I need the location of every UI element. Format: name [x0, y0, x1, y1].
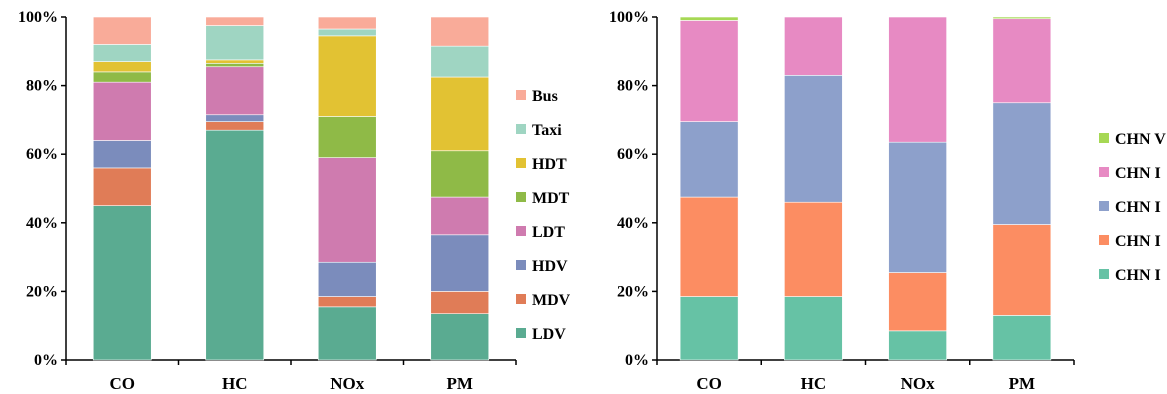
- bar-segment-pm-2: [992, 102, 1052, 225]
- legend-label: CHN I: [1115, 165, 1161, 182]
- bar-segment-co-2: [92, 140, 152, 169]
- bar-segment-co-3: [92, 81, 152, 141]
- bar-segment-nox-3: [317, 157, 377, 263]
- legend-swatch: [516, 294, 526, 304]
- bar-segment-pm-0: [430, 313, 490, 361]
- bar-segment-hc-5: [205, 59, 265, 64]
- legend-label: HDV: [532, 258, 568, 275]
- bar-segment-hc-2: [784, 75, 843, 203]
- legend-swatch: [1099, 201, 1109, 211]
- legend-label: CHN I: [1115, 199, 1161, 216]
- legend-swatch: [516, 192, 526, 202]
- y-tick-label: 0%: [34, 352, 58, 369]
- x-category-label: CO: [696, 374, 722, 393]
- y-tick-label: 20%: [26, 283, 58, 300]
- bar-segment-pm-3: [430, 196, 490, 236]
- bar-segment-nox-6: [317, 28, 377, 37]
- bar-segment-co-6: [92, 44, 152, 62]
- bar-segment-hc-1: [205, 121, 265, 131]
- bar-segment-co-1: [679, 196, 739, 297]
- bar-segment-nox-2: [317, 261, 377, 297]
- y-tick-label: 40%: [617, 215, 649, 232]
- legend-label: CHN I: [1115, 267, 1161, 284]
- y-tick-label: 80%: [26, 78, 58, 95]
- legend-label: CHN I: [1115, 233, 1161, 250]
- legend-swatch: [516, 328, 526, 338]
- bar-segment-nox-0: [888, 330, 947, 361]
- bar-segment-nox-5: [317, 35, 377, 117]
- legend-swatch: [516, 226, 526, 236]
- legend-swatch: [1099, 269, 1109, 279]
- legend-label: HDT: [532, 156, 567, 173]
- legend-swatch: [1099, 133, 1109, 143]
- bar-segment-hc-4: [205, 63, 265, 68]
- bar-segment-co-5: [92, 61, 152, 73]
- legend-swatch: [516, 124, 526, 134]
- legend-swatch: [516, 260, 526, 270]
- bar-segment-nox-1: [888, 272, 947, 332]
- legend-swatch: [1099, 235, 1109, 245]
- legend-swatch: [516, 90, 526, 100]
- bar-segment-pm-3: [992, 18, 1052, 104]
- bar-segment-hc-1: [784, 201, 843, 297]
- bar-segment-nox-1: [317, 296, 377, 308]
- x-category-label: HC: [801, 374, 827, 393]
- x-category-label: CO: [110, 374, 136, 393]
- bar-segment-pm-4: [992, 16, 1052, 20]
- bar-segment-nox-3: [888, 16, 947, 143]
- x-category-label: PM: [447, 374, 473, 393]
- bar-segment-pm-1: [430, 291, 490, 314]
- bar-segment-co-4: [679, 16, 739, 21]
- legend-label: MDV: [532, 292, 571, 309]
- bar-segment-co-1: [92, 167, 152, 206]
- bar-segment-nox-4: [317, 116, 377, 158]
- bar-segment-co-4: [92, 71, 152, 83]
- x-category-label: NOx: [330, 374, 365, 393]
- bar-segment-co-0: [92, 205, 152, 361]
- bar-segment-hc-3: [784, 16, 843, 76]
- bar-segment-pm-7: [430, 16, 490, 47]
- bar-segment-nox-7: [317, 16, 377, 30]
- x-category-label: HC: [222, 374, 248, 393]
- bar-segment-co-3: [679, 20, 739, 122]
- y-tick-label: 0%: [625, 352, 649, 369]
- y-tick-label: 40%: [26, 215, 58, 232]
- x-category-label: PM: [1009, 374, 1035, 393]
- y-tick-label: 100%: [609, 9, 649, 26]
- bar-segment-pm-0: [992, 315, 1052, 361]
- bar-segment-pm-6: [430, 45, 490, 78]
- bar-segment-hc-2: [205, 114, 265, 122]
- bar-segment-hc-0: [784, 296, 843, 361]
- legend-label: MDT: [532, 190, 570, 207]
- y-tick-label: 100%: [18, 9, 58, 26]
- bar-segment-nox-2: [888, 141, 947, 273]
- bar-segment-pm-5: [430, 76, 490, 152]
- legend-swatch: [516, 158, 526, 168]
- x-category-label: NOx: [901, 374, 936, 393]
- bar-segment-nox-0: [317, 306, 377, 361]
- bar-segment-co-0: [679, 296, 739, 361]
- bar-segment-pm-1: [992, 224, 1052, 316]
- bar-segment-hc-7: [205, 16, 265, 26]
- legend-label: LDV: [532, 326, 566, 343]
- legend-swatch: [1099, 167, 1109, 177]
- bar-segment-co-7: [92, 16, 152, 45]
- bar-segment-pm-2: [430, 234, 490, 292]
- legend-label: Bus: [532, 88, 558, 105]
- y-tick-label: 20%: [617, 283, 649, 300]
- bar-segment-hc-6: [205, 25, 265, 61]
- bar-segment-hc-3: [205, 66, 265, 116]
- y-tick-label: 60%: [617, 146, 649, 163]
- legend-label: CHN V: [1115, 131, 1166, 148]
- legend-label: Taxi: [532, 122, 562, 139]
- legend-label: LDT: [532, 224, 565, 241]
- y-tick-label: 60%: [26, 146, 58, 163]
- bar-segment-pm-4: [430, 150, 490, 198]
- bar-segment-hc-0: [205, 129, 265, 361]
- y-tick-label: 80%: [617, 78, 649, 95]
- bar-segment-co-2: [679, 121, 739, 198]
